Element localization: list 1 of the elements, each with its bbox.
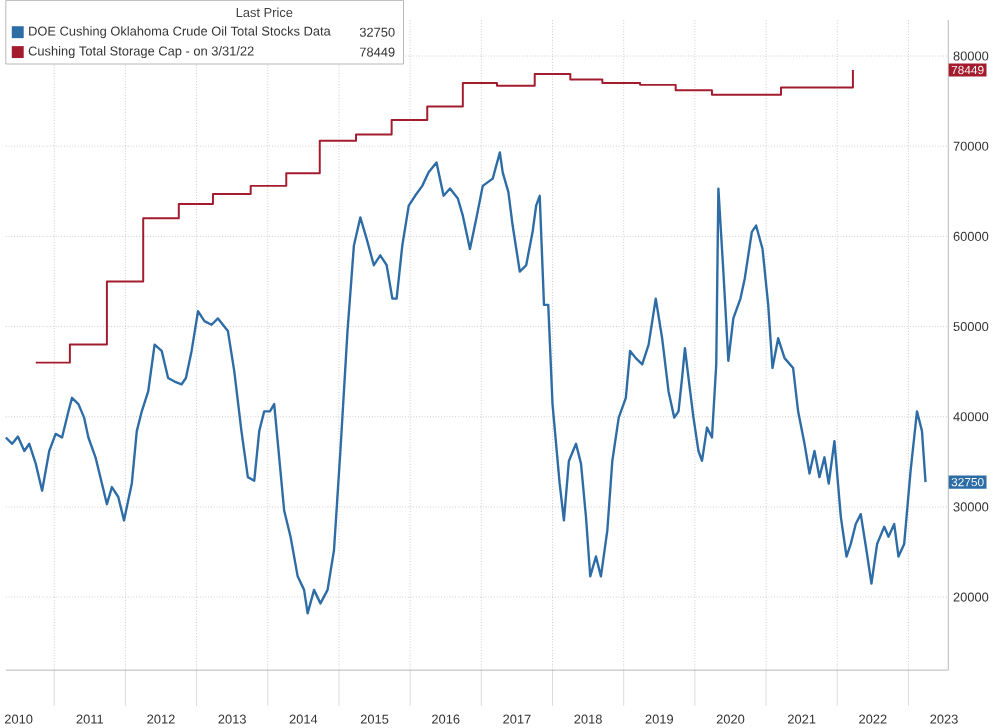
- line-series: [4, 151, 927, 615]
